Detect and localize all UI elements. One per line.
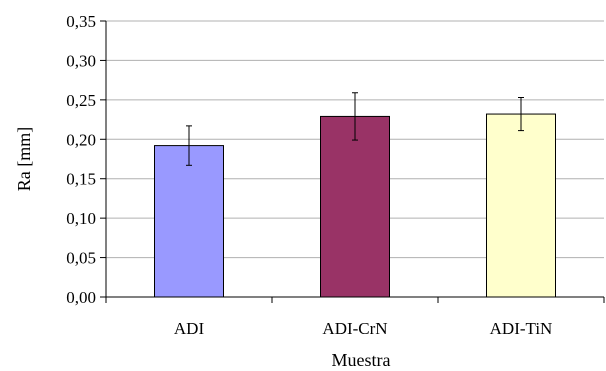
x-tick-label: ADI xyxy=(174,319,205,338)
error-bars xyxy=(186,92,524,166)
axes xyxy=(100,20,605,303)
bar-adi xyxy=(154,145,224,298)
x-axis-label: Muestra xyxy=(332,350,391,370)
x-tick-label: ADI-TiN xyxy=(490,319,553,338)
bar-adi-crn xyxy=(320,115,390,298)
y-tick-label: 0,20 xyxy=(66,130,96,149)
bar-adi-tin xyxy=(486,113,556,298)
bars xyxy=(154,113,556,298)
y-tick-label: 0,30 xyxy=(66,51,96,70)
y-tick-label: 0,10 xyxy=(66,209,96,228)
y-tick-label: 0,00 xyxy=(66,288,96,307)
y-axis-label: Ra [mm] xyxy=(14,127,34,192)
y-tick-label: 0,35 xyxy=(66,12,96,31)
y-tick-label: 0,05 xyxy=(66,249,96,268)
x-tick-label: ADI-CrN xyxy=(322,319,387,338)
y-tick-label: 0,15 xyxy=(66,170,96,189)
x-tick-labels: ADI ADI-CrN ADI-TiN xyxy=(174,319,552,338)
y-tick-labels: 0,00 0,05 0,10 0,15 0,20 0,25 0,30 0,35 xyxy=(66,12,96,307)
y-tick-label: 0,25 xyxy=(66,91,96,110)
